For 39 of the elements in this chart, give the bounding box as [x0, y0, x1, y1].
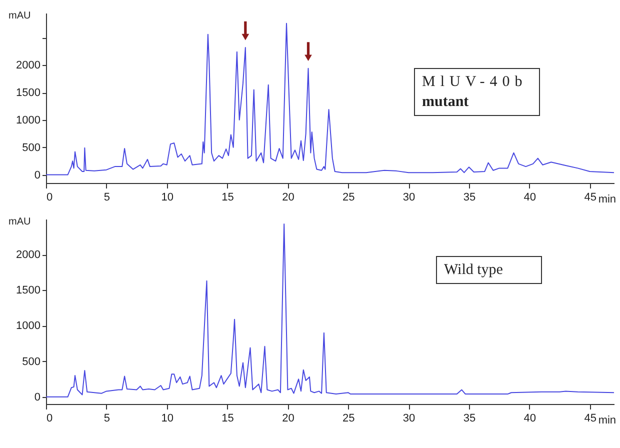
x-tick-label: 25: [342, 192, 355, 204]
x-tick-label: 15: [222, 192, 234, 204]
y-axis-title: mAU: [8, 216, 31, 228]
x-tick-label: 30: [402, 412, 416, 424]
x-tick-label: 40: [524, 192, 536, 204]
line-series: [46, 22, 614, 176]
y-tick-label: 500: [22, 356, 40, 368]
x-tick-label: 0: [46, 412, 53, 424]
x-tick-label: 10: [161, 412, 174, 424]
x-tick-label: 20: [282, 412, 294, 424]
y-tick-label: 1500: [16, 87, 40, 100]
line-series: [46, 223, 614, 398]
y-tick-label: 0: [34, 169, 40, 182]
x-tick-label: 25: [342, 412, 355, 424]
y-tick-label: 2000: [16, 249, 40, 262]
x-tick-label: 15: [222, 412, 234, 424]
y-axis-title: mAU: [8, 10, 31, 22]
x-tick-label: 35: [463, 192, 476, 204]
x-tick-label: 20: [282, 192, 294, 204]
x-tick-label: 5: [104, 412, 110, 424]
x-tick-label: 40: [524, 412, 536, 424]
annotation: MlUV-40b: [422, 73, 528, 92]
x-tick-label: 45: [584, 192, 596, 204]
y-tick-label: 1000: [16, 320, 40, 332]
y-tick-label: 0: [34, 391, 40, 404]
annotation: mutant: [422, 93, 470, 112]
x-tick-label: 5: [104, 192, 110, 204]
x-tick-label: 45: [584, 412, 596, 424]
y-tick-label: 1500: [16, 284, 40, 297]
x-tick-label: 35: [463, 412, 476, 424]
y-tick-label: 2000: [16, 60, 40, 72]
x-axis-title: min: [598, 414, 616, 426]
y-tick-label: 500: [22, 142, 40, 154]
y-tick-label: 1000: [16, 114, 40, 126]
x-axis-title: min: [598, 194, 616, 206]
x-tick-label: 10: [161, 192, 174, 204]
annotation: Wild type: [444, 261, 504, 280]
x-tick-label: 30: [402, 192, 416, 204]
x-tick-label: 0: [46, 192, 53, 204]
